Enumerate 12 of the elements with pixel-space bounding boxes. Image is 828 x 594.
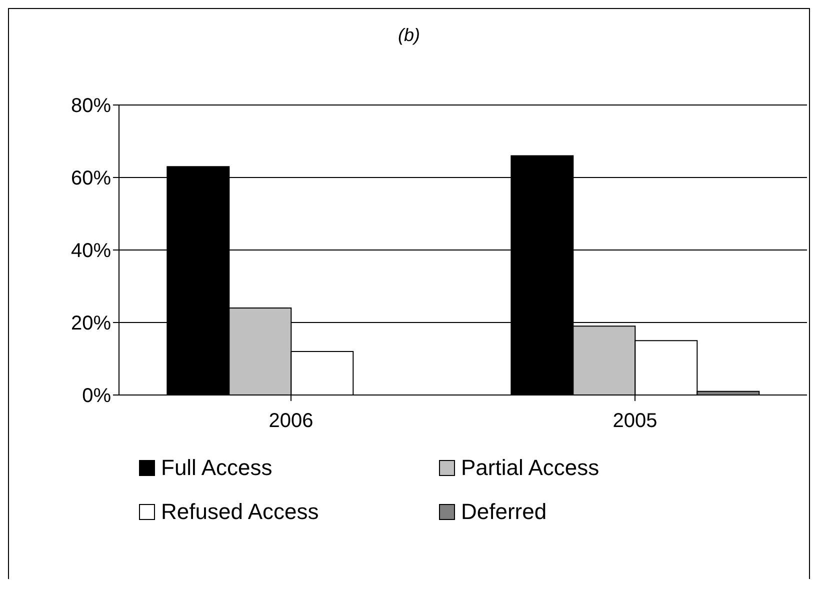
legend-label: Full Access bbox=[161, 455, 272, 481]
y-tick-label: 80% bbox=[70, 95, 112, 118]
legend-label: Partial Access bbox=[461, 455, 600, 481]
legend-label: Deferred bbox=[461, 499, 547, 525]
y-tick-label: 20% bbox=[70, 312, 112, 335]
y-tick-label: 0% bbox=[82, 385, 112, 408]
y-tick-label: 60% bbox=[70, 168, 112, 190]
y-tick-label: 40% bbox=[70, 240, 112, 262]
chart-title: (b) bbox=[397, 25, 421, 47]
legend-label: Refused Access bbox=[161, 499, 319, 525]
x-tick-label: 2005 bbox=[612, 410, 658, 432]
x-tick-label: 2006 bbox=[268, 410, 314, 432]
